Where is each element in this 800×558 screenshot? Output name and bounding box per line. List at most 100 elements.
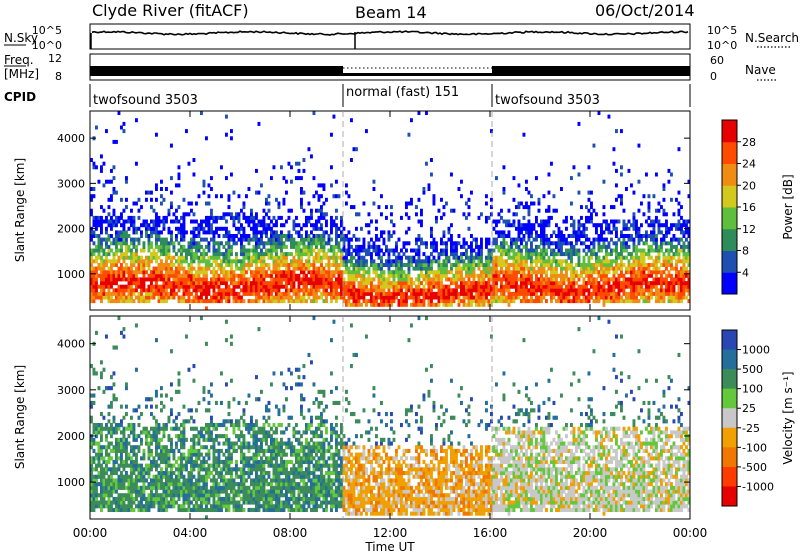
power-cell-1936 [335, 292, 338, 296]
power-cell-2323 [390, 212, 393, 216]
power-cell-3161 [518, 263, 521, 267]
power-cell-1477 [275, 198, 278, 202]
power-cell-2136 [363, 288, 366, 292]
power-cell-4115 [645, 267, 648, 271]
power-cell-3964 [625, 270, 628, 274]
power-cell-3372 [543, 241, 546, 245]
power-cell-4403 [683, 230, 686, 234]
power-cell-2835 [470, 191, 473, 195]
velocity-cell-201 [113, 471, 116, 475]
velocity-cell-329 [128, 486, 131, 490]
power-cell-3952 [623, 238, 626, 242]
power-cell-223 [115, 270, 118, 274]
power-cell-1254 [250, 281, 253, 285]
power-cell-2439 [410, 259, 413, 263]
power-cell-3950 [623, 245, 626, 249]
power-cell-907 [203, 227, 206, 231]
power-cell-369 [133, 259, 136, 263]
power-cell-4130 [648, 274, 651, 278]
power-cell-2871 [478, 277, 481, 281]
power-cell-4349 [678, 281, 681, 285]
power-cell-4360 [678, 223, 681, 227]
power-cell-3800 [603, 245, 606, 249]
power-cell-405 [138, 277, 141, 281]
power-cell-4179 [655, 296, 658, 300]
power-cell-2826 [470, 267, 473, 271]
power-cell-97 [100, 259, 103, 263]
power-cell-1868 [325, 281, 328, 285]
power-cell-966 [210, 216, 213, 220]
power-cell-2166 [368, 292, 371, 296]
power-cell-3095 [508, 230, 511, 234]
power-cell-1843 [323, 288, 326, 292]
power-cell-3079 [508, 299, 511, 303]
power-cell-2367 [398, 252, 401, 256]
power-cell-1660 [300, 249, 303, 253]
power-cell-2271 [383, 274, 386, 278]
power-cell-4336 [675, 259, 678, 263]
velocity-cell-269 [120, 456, 123, 460]
power-cell-3791 [603, 285, 606, 289]
power-cell-435 [143, 296, 146, 300]
power-cell-687 [175, 270, 178, 274]
power-cell-3561 [570, 263, 573, 267]
power-cell-1845 [323, 281, 326, 285]
power-cell-1588 [290, 209, 293, 213]
power-cell-2182 [370, 296, 373, 300]
power-cell-879 [200, 281, 203, 285]
power-cell-3206 [523, 263, 526, 267]
power-cell-468 [148, 292, 151, 296]
velocity-cell-35 [93, 467, 96, 471]
power-cell-4055 [638, 281, 641, 285]
velocity-cell-250 [118, 449, 121, 453]
power-cell-1136 [233, 238, 236, 242]
power-cell-3574 [573, 296, 576, 300]
power-cell-1787 [315, 241, 318, 245]
power-cell-1187 [240, 241, 243, 245]
power-cell-2237 [378, 263, 381, 267]
power-cell-3184 [520, 267, 523, 271]
velocity-cell-484 [148, 397, 151, 401]
power-cell-4082 [640, 259, 643, 263]
power-cell-2274 [383, 252, 386, 256]
power-cell-3721 [593, 277, 596, 281]
power-cell-3670 [585, 238, 588, 242]
power-cell-757 [183, 223, 186, 227]
velocity-cell-267 [120, 464, 123, 468]
power-cell-3848 [610, 288, 613, 292]
power-cell-1999 [343, 277, 346, 281]
power-cell-3482 [558, 238, 561, 242]
power-cell-2851 [475, 299, 478, 303]
power-cell-4254 [663, 187, 666, 191]
power-cell-2460 [415, 285, 418, 289]
power-cell-2863 [475, 238, 478, 242]
power-cell-3194 [520, 223, 523, 227]
power-cell-4007 [630, 183, 633, 187]
power-cell-4125 [648, 296, 651, 300]
power-cell-1595 [293, 281, 296, 285]
power-cell-51 [95, 288, 98, 292]
power-cell-3343 [540, 274, 543, 278]
power-cell-1406 [268, 249, 271, 253]
power-cell-2427 [408, 227, 411, 231]
power-cell-3254 [528, 227, 531, 231]
power-cell-1064 [225, 288, 228, 292]
power-cell-3441 [553, 274, 556, 278]
power-cell-375 [133, 230, 136, 234]
power-cell-2770 [463, 288, 466, 292]
power-cell-2808 [468, 267, 471, 271]
power-cell-3695 [588, 191, 591, 195]
power-cell-730 [180, 252, 183, 256]
power-cell-2730 [455, 259, 458, 263]
power-cell-2138 [363, 281, 366, 285]
power-cell-3054 [503, 238, 506, 242]
velocity-cell-374 [133, 445, 136, 449]
power-cell-1590 [290, 165, 293, 169]
power-cell-3209 [523, 245, 526, 249]
power-cell-2499 [420, 267, 423, 271]
power-cell-4021 [633, 249, 636, 253]
power-cell-3724 [593, 263, 596, 267]
power-cell-850 [195, 234, 198, 238]
power-cell-3185 [520, 263, 523, 267]
power-cell-4252 [663, 209, 666, 213]
